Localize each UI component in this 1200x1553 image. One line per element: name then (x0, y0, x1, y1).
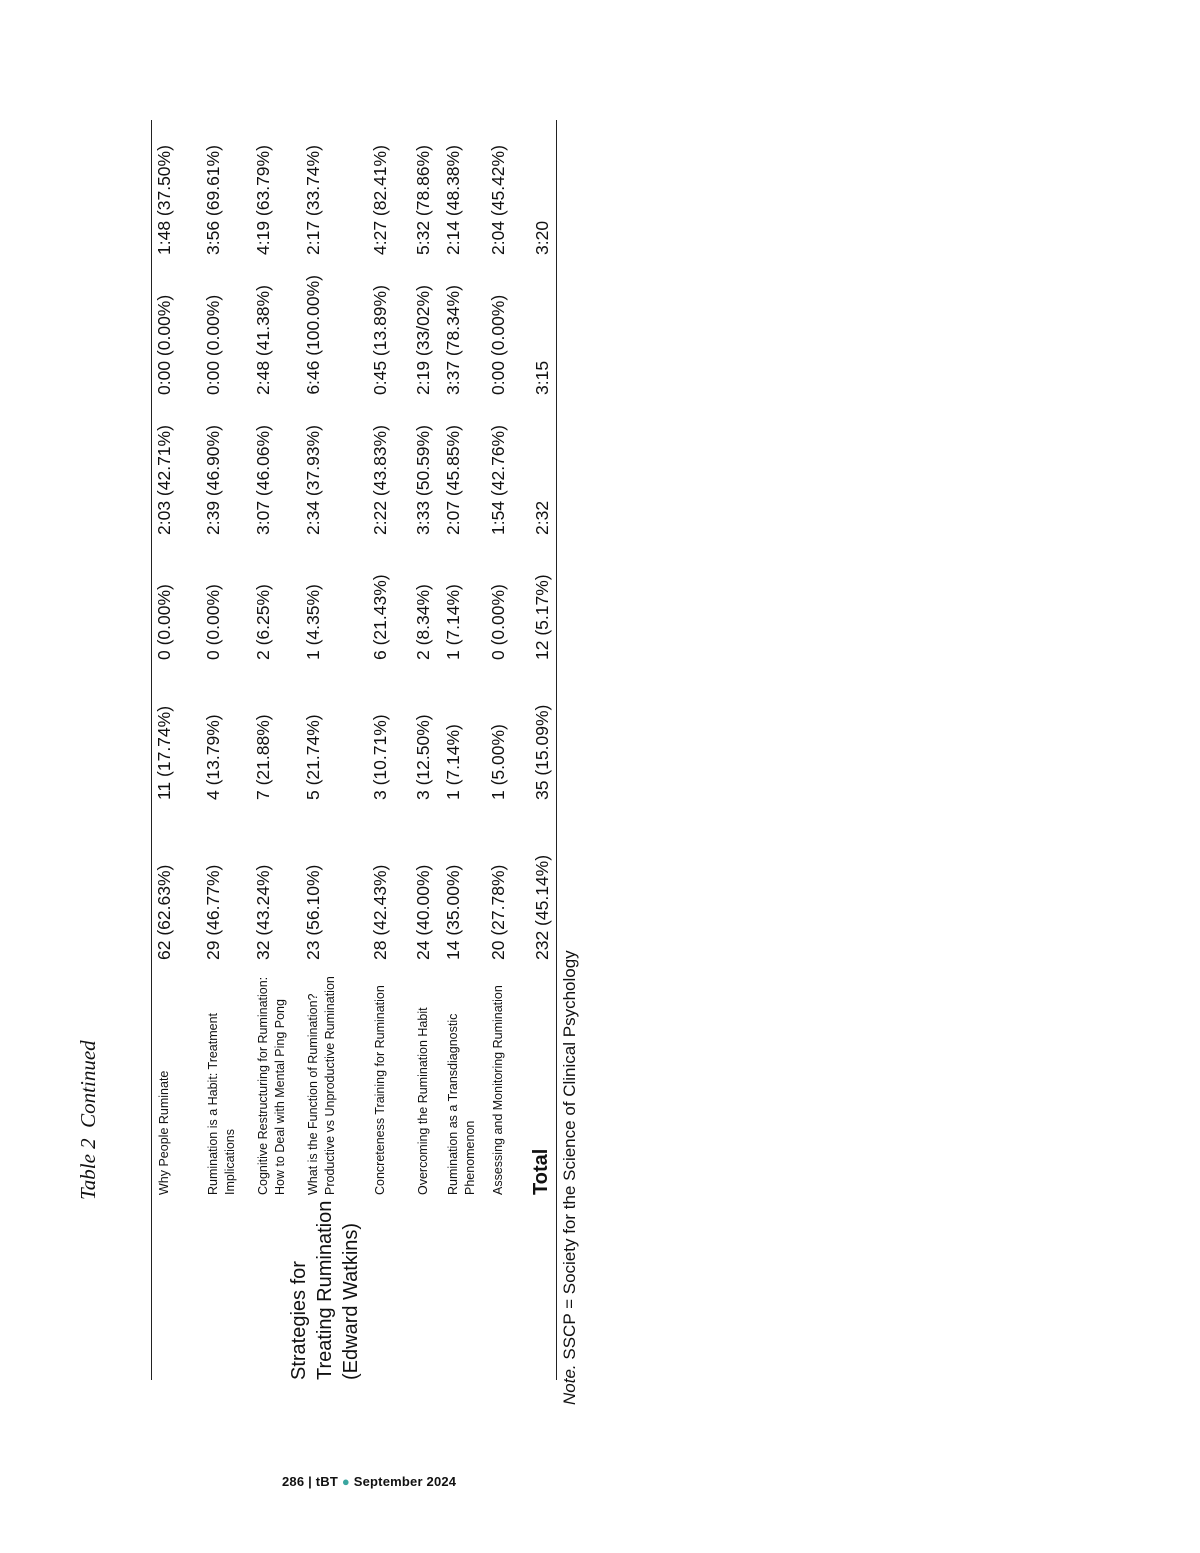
table-cell: 3:37 (78.34%) (443, 285, 463, 395)
table-cell: 1 (7.14%) (443, 584, 463, 660)
table-cell: 2:19 (33/02%) (413, 285, 433, 395)
table-cell: 12 (5.17%) (532, 574, 552, 660)
table-cell: 29 (46.77%) (203, 864, 223, 960)
table-cell: 3:56 (69.61%) (203, 145, 223, 255)
table-cell: 0:00 (0.00%) (488, 294, 508, 395)
table-cell: 3 (10.71%) (370, 714, 390, 800)
issue-date: September 2024 (353, 1474, 457, 1489)
table-cell: 3:07 (46.06%) (253, 425, 273, 535)
table-cell: 23 (56.10%) (303, 864, 323, 960)
table-cell: 6:46 (100.00%) (303, 275, 323, 395)
table-cell: 0 (0.00%) (203, 584, 223, 660)
table-cell: 7 (21.88%) (253, 714, 273, 800)
table-cell: 4:19 (63.79%) (253, 145, 273, 255)
table-title: Table 2 Continued (76, 1040, 101, 1200)
table-cell: 2:04 (45.42%) (488, 145, 508, 255)
table-cell: 2:14 (48.38%) (443, 145, 463, 255)
table-cell: 20 (27.78%) (488, 864, 508, 960)
table-cell: 5:32 (78.86%) (413, 145, 433, 255)
bullet-icon: ● (338, 1474, 354, 1489)
top-rule (151, 120, 152, 1380)
note-prefix: Note. (560, 1364, 579, 1405)
table-cell: 4 (13.79%) (203, 714, 223, 800)
table-cell: 1 (4.35%) (303, 584, 323, 660)
row-label: Overcoming the Rumination Habit (416, 1007, 430, 1195)
row-label: Why People Ruminate (157, 1070, 171, 1195)
table-cell: 0:45 (13.89%) (370, 285, 390, 395)
table-cell: 4:27 (82.41%) (370, 145, 390, 255)
table-cell: 3:20 (532, 220, 552, 255)
table-cell: 3:15 (532, 360, 552, 395)
row-label: Rumination as a Transdiagnostic Phenomen… (446, 1013, 477, 1195)
table-cell: 2 (8.34%) (413, 584, 433, 660)
table-cell: 2:34 (37.93%) (303, 425, 323, 535)
table-cell: 32 (43.24%) (253, 864, 273, 960)
row-label: Cognitive Restructuring for Rumination: … (256, 976, 287, 1195)
table-cell: 0 (0.00%) (488, 584, 508, 660)
table-cell: 3:33 (50.59%) (413, 425, 433, 535)
journal-name: tBT (315, 1474, 339, 1489)
table-cell: 232 (45.14%) (532, 854, 552, 960)
group-label: Strategies for Treating Rumination (Edwa… (288, 1200, 362, 1380)
table-cell: 2:32 (532, 500, 552, 535)
table-cell: 24 (40.00%) (413, 864, 433, 960)
table-cell: 2:22 (43.83%) (370, 425, 390, 535)
table-cell: 2:48 (41.38%) (253, 285, 273, 395)
bottom-rule (556, 120, 557, 1380)
note-text: SSCP = Society for the Science of Clinic… (560, 950, 579, 1365)
row-label: Assessing and Monitoring Rumination (491, 985, 505, 1195)
page-footer: 286 | tBT ● September 2024 (282, 1474, 456, 1489)
table-note: Note. SSCP = Society for the Science of … (560, 950, 580, 1405)
table-cell: 2 (6.25%) (253, 584, 273, 660)
table-cell: 6 (21.43%) (370, 574, 390, 660)
table-cell: 0 (0.00%) (154, 584, 174, 660)
table-cell: 3 (12.50%) (413, 714, 433, 800)
table-cell: 28 (42.43%) (370, 864, 390, 960)
row-label: Rumination is a Habit: Treatment Implica… (206, 1012, 237, 1195)
table-title-suffix: Continued (76, 1040, 100, 1128)
row-label: Concreteness Training for Rumination (373, 985, 387, 1195)
page-number: 286 (282, 1474, 305, 1489)
table-cell: 2:03 (42.71%) (154, 425, 174, 535)
table-cell: 2:39 (46.90%) (203, 425, 223, 535)
table-cell: 0:00 (0.00%) (154, 294, 174, 395)
separator: | (304, 1474, 316, 1489)
table-cell: 1 (5.00%) (488, 724, 508, 800)
row-label: What is the Function of Rumination? Prod… (306, 976, 337, 1195)
table-cell: 1 (7.14%) (443, 724, 463, 800)
row-label: Total (530, 1148, 552, 1195)
table-cell: 1:54 (42.76%) (488, 425, 508, 535)
table-cell: 1:48 (37.50%) (154, 145, 174, 255)
table-cell: 2:07 (45.85%) (443, 425, 463, 535)
table-cell: 0:00 (0.00%) (203, 294, 223, 395)
table-cell: 14 (35.00%) (443, 864, 463, 960)
table-cell: 11 (17.74%) (154, 705, 174, 800)
table-cell: 35 (15.09%) (532, 704, 552, 800)
table-cell: 62 (62.63%) (154, 864, 174, 960)
table-number: Table 2 (76, 1138, 100, 1200)
table-cell: 2:17 (33.74%) (303, 145, 323, 255)
table-cell: 5 (21.74%) (303, 714, 323, 800)
